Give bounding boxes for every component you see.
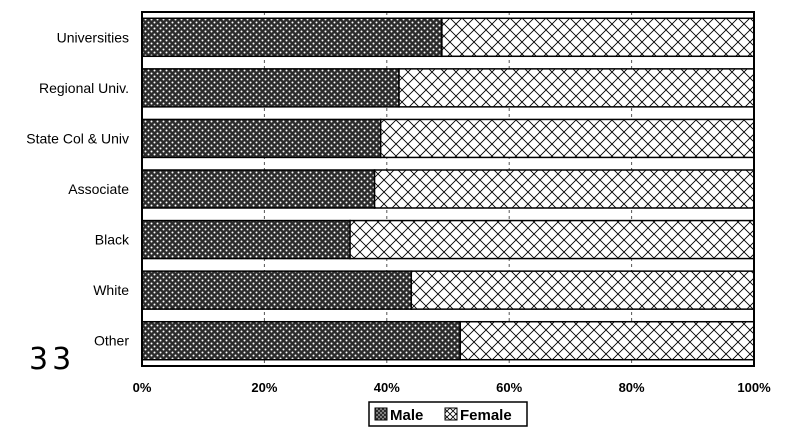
bar-male-1 (141, 68, 400, 108)
x-tick-label: 0% (133, 380, 152, 395)
bar-female-0 (441, 17, 755, 58)
bar-male-4 (141, 219, 351, 260)
bars (141, 17, 755, 361)
x-tick-label: 40% (374, 380, 400, 395)
bar-male-6 (141, 320, 461, 361)
bar-female-3 (373, 169, 755, 209)
category-labels: Universities Regional Univ. State Col & Un… (26, 29, 130, 348)
bar-male-3 (141, 169, 376, 209)
bar-male-2 (141, 118, 382, 159)
bar-female-1 (398, 68, 755, 108)
bar-female-4 (349, 219, 755, 260)
page-number: 33 (29, 342, 76, 377)
plot-frame (141, 11, 755, 367)
x-tick-label: 100% (737, 380, 771, 395)
legend-swatch-male (374, 407, 388, 421)
category-label: State Col & Univ (26, 130, 129, 146)
legend: Male Female (368, 401, 528, 427)
bar-female-2 (379, 118, 755, 159)
x-tick-label: 60% (496, 380, 522, 395)
legend-label-female: Female (460, 407, 512, 424)
category-label: Black (95, 232, 130, 248)
x-tick-label: 20% (251, 380, 277, 395)
legend-label-male: Male (390, 407, 423, 424)
x-tick-labels: 0% 20% 40% 60% 80% 100% (133, 380, 771, 395)
bar-female-5 (410, 270, 755, 310)
category-label: Associate (68, 181, 129, 197)
category-label: White (93, 282, 129, 298)
bar-male-0 (141, 17, 443, 58)
bar-male-5 (141, 270, 413, 310)
x-tick-label: 80% (619, 380, 645, 395)
category-label: Regional Univ. (39, 80, 129, 96)
legend-swatch-female (444, 407, 458, 421)
category-label: Other (94, 333, 129, 349)
bar-female-6 (459, 320, 755, 361)
category-label: Universities (57, 29, 129, 45)
